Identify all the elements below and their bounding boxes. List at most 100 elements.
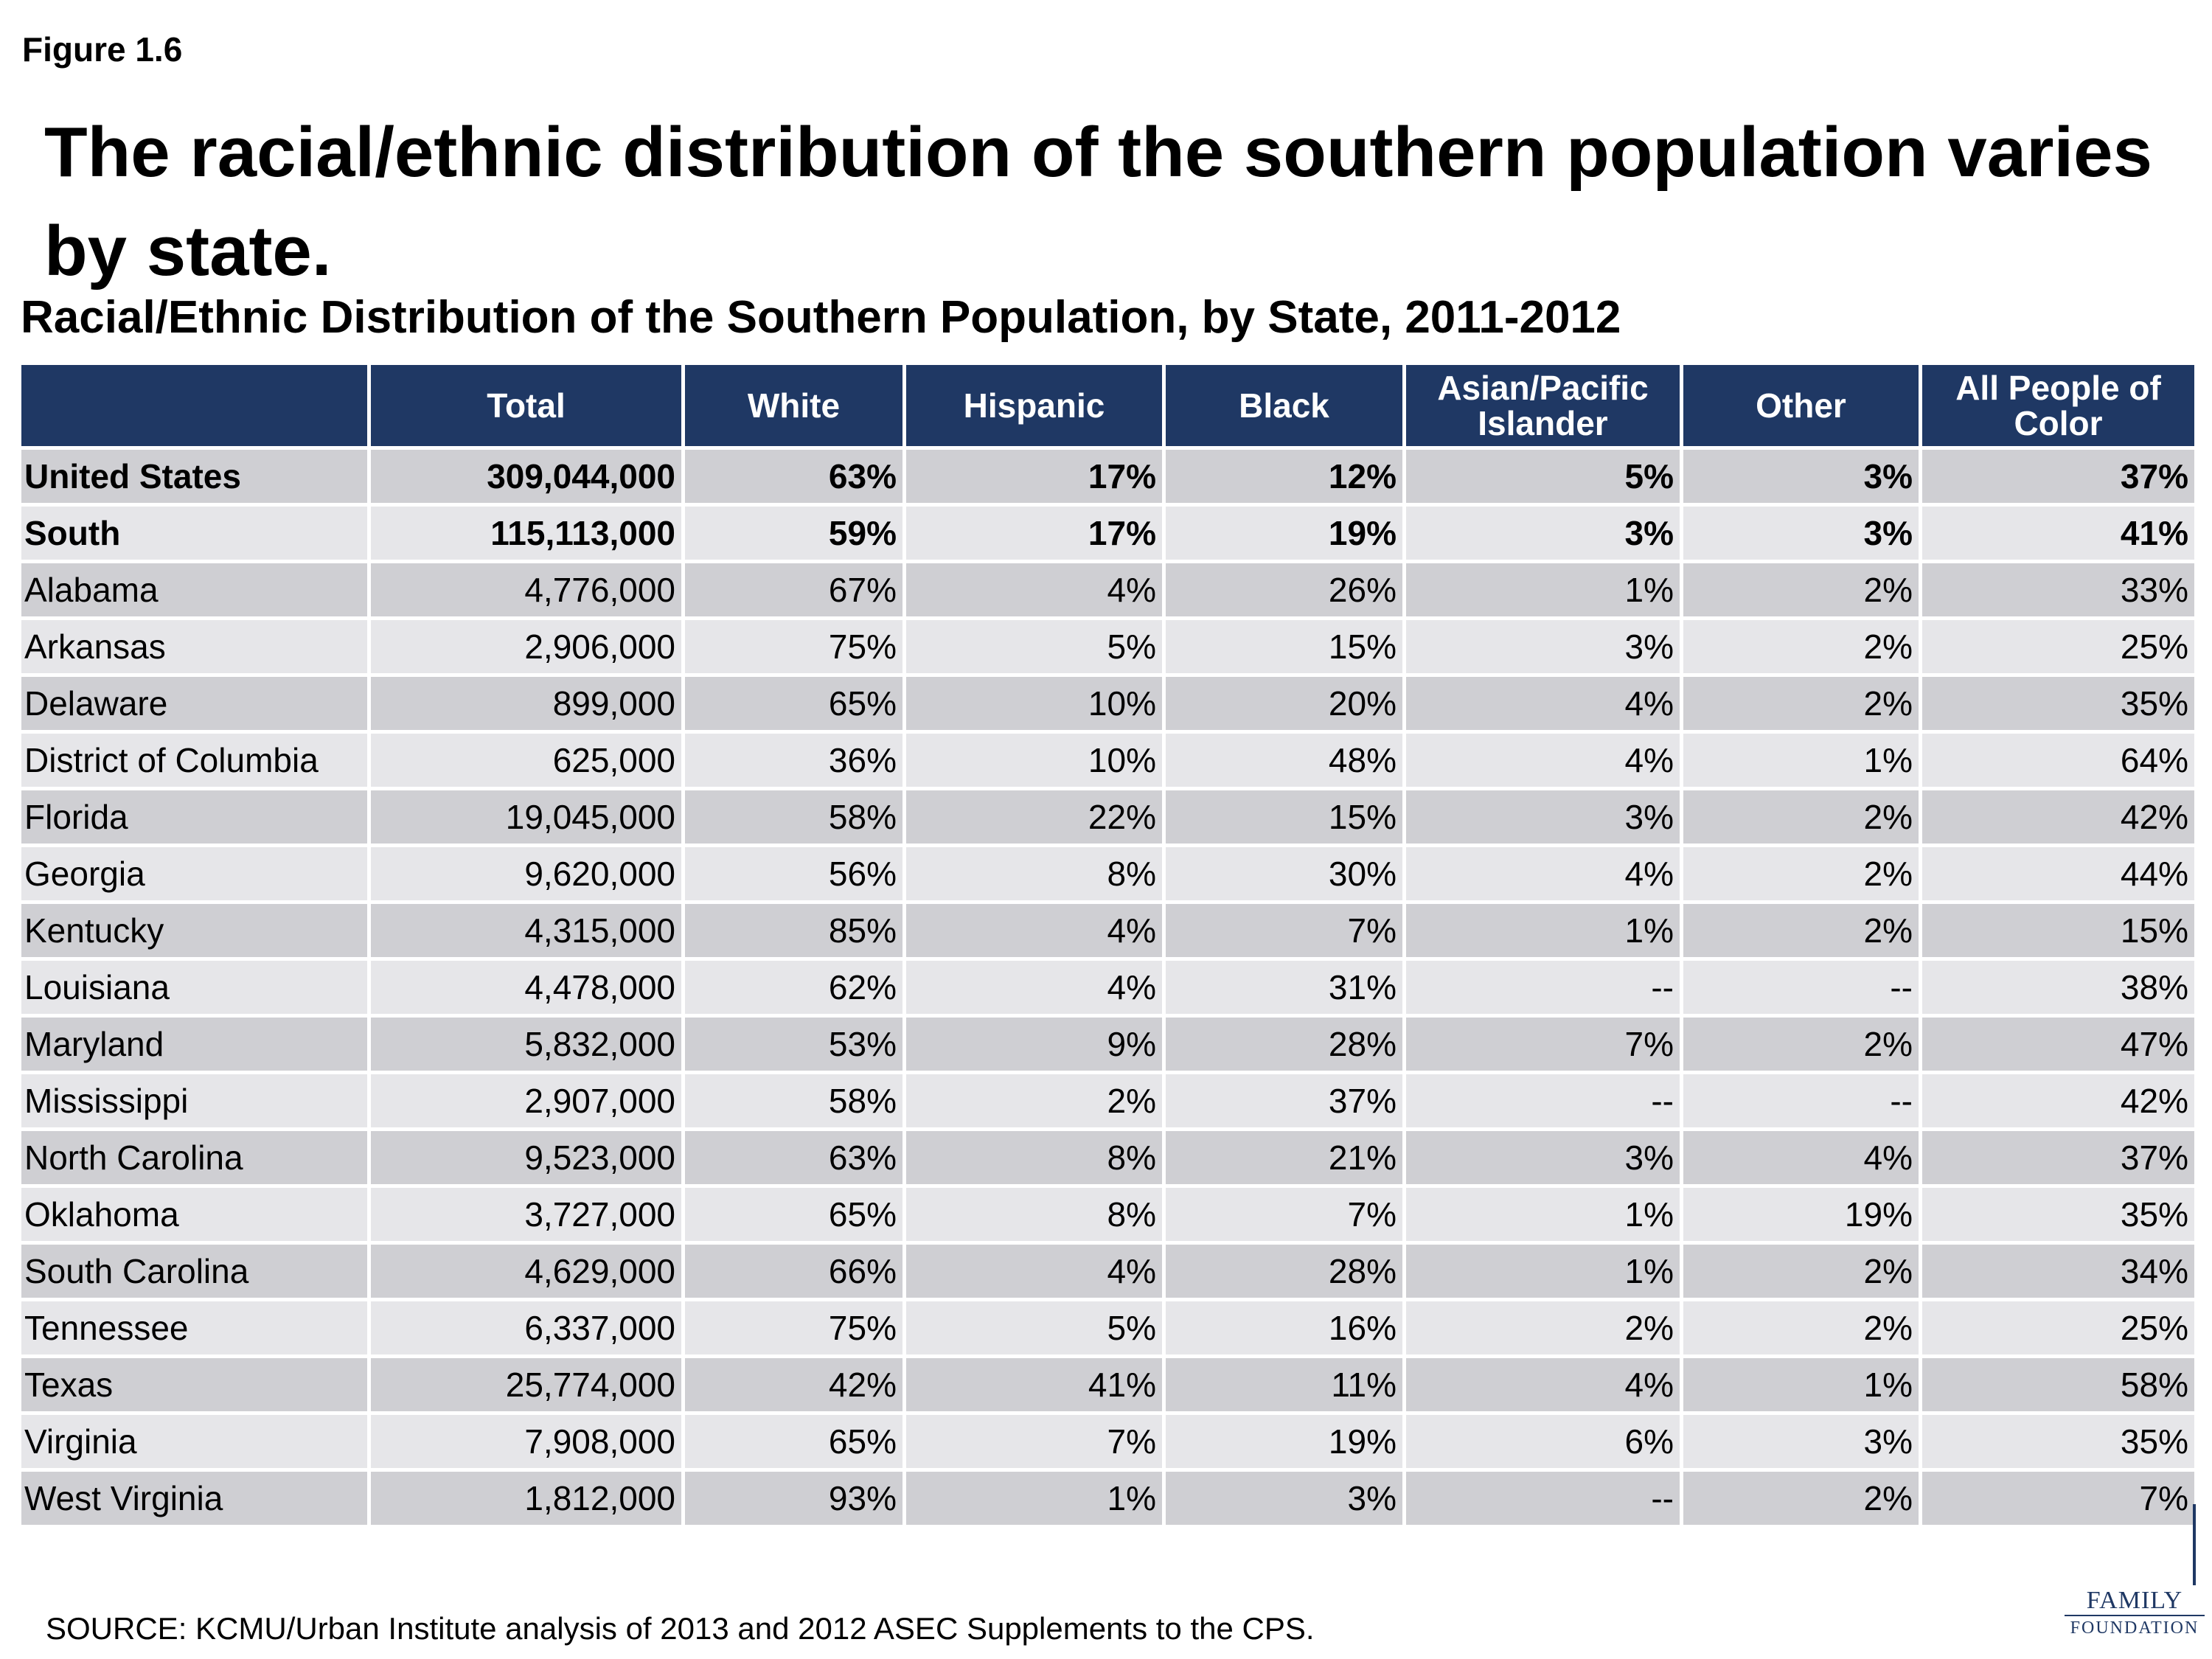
cell-asian-pacific-islander: 2% [1402, 1298, 1683, 1358]
cell-other: 2% [1680, 1014, 1922, 1074]
table-body: United States 309,044,000 63% 17% 12% 5% 3% 37%… [18, 446, 2198, 1528]
table-row: Texas 25,774,000 42% 41% 11% 4% 1% 58% [18, 1354, 2198, 1415]
cell-black: 48% [1162, 730, 1406, 790]
cell-white: 53% [681, 1014, 906, 1074]
cell-all-people-of-color: 15% [1919, 900, 2198, 961]
data-table: Total White Hispanic Black Asian/Pacific… [18, 361, 2198, 1528]
table-row: Louisiana 4,478,000 62% 4% 31% -- -- 38% [18, 957, 2198, 1018]
cell-other: 2% [1680, 1298, 1922, 1358]
cell-black: 21% [1162, 1127, 1406, 1188]
cell-hispanic: 10% [902, 730, 1166, 790]
cell-asian-pacific-islander: 1% [1402, 560, 1683, 620]
cell-hispanic: 17% [902, 446, 1166, 507]
cell-black: 15% [1162, 787, 1406, 847]
row-label: Mississippi [18, 1071, 371, 1131]
cell-asian-pacific-islander: 5% [1402, 446, 1683, 507]
cell-all-people-of-color: 37% [1919, 1127, 2198, 1188]
cell-total: 4,315,000 [367, 900, 685, 961]
cell-white: 63% [681, 446, 906, 507]
table-row: North Carolina 9,523,000 63% 8% 21% 3% 4% 37% [18, 1127, 2198, 1188]
cell-black: 26% [1162, 560, 1406, 620]
table-row: Oklahoma 3,727,000 65% 8% 7% 1% 19% 35% [18, 1184, 2198, 1245]
cell-black: 19% [1162, 503, 1406, 563]
row-label: Maryland [18, 1014, 371, 1074]
cell-asian-pacific-islander: -- [1402, 1468, 1683, 1528]
row-label: Kentucky [18, 900, 371, 961]
header-cell-asian-pacific-islander: Asian/Pacific Islander [1402, 361, 1683, 450]
header-row: Total White Hispanic Black Asian/Pacific… [18, 361, 2198, 450]
cell-white: 36% [681, 730, 906, 790]
table-row: Kentucky 4,315,000 85% 4% 7% 1% 2% 15% [18, 900, 2198, 961]
row-label: South Carolina [18, 1241, 371, 1301]
cell-black: 7% [1162, 900, 1406, 961]
cell-all-people-of-color: 25% [1919, 616, 2198, 677]
cell-white: 65% [681, 1184, 906, 1245]
cell-all-people-of-color: 41% [1919, 503, 2198, 563]
cell-black: 11% [1162, 1354, 1406, 1415]
cell-black: 19% [1162, 1411, 1406, 1472]
cell-hispanic: 4% [902, 900, 1166, 961]
cell-white: 65% [681, 1411, 906, 1472]
cell-total: 5,832,000 [367, 1014, 685, 1074]
source-note: SOURCE: KCMU/Urban Institute analysis of… [46, 1611, 1315, 1646]
cell-hispanic: 8% [902, 1127, 1166, 1188]
cell-total: 7,908,000 [367, 1411, 685, 1472]
cell-white: 93% [681, 1468, 906, 1528]
cell-total: 6,337,000 [367, 1298, 685, 1358]
header-cell-black: Black [1162, 361, 1406, 450]
cell-white: 75% [681, 1298, 906, 1358]
row-label: Tennessee [18, 1298, 371, 1358]
cell-other: 2% [1680, 1241, 1922, 1301]
cell-hispanic: 2% [902, 1071, 1166, 1131]
cell-all-people-of-color: 47% [1919, 1014, 2198, 1074]
cell-asian-pacific-islander: 1% [1402, 1241, 1683, 1301]
cell-other: 2% [1680, 673, 1922, 734]
table-row: Tennessee 6,337,000 75% 5% 16% 2% 2% 25% [18, 1298, 2198, 1358]
row-label: Louisiana [18, 957, 371, 1018]
cell-all-people-of-color: 35% [1919, 1184, 2198, 1245]
cell-other: -- [1680, 1071, 1922, 1131]
cell-white: 85% [681, 900, 906, 961]
row-label: Virginia [18, 1411, 371, 1472]
cell-asian-pacific-islander: 1% [1402, 1184, 1683, 1245]
cell-other: 2% [1680, 560, 1922, 620]
table-row: Virginia 7,908,000 65% 7% 19% 6% 3% 35% [18, 1411, 2198, 1472]
cell-other: 3% [1680, 1411, 1922, 1472]
cell-hispanic: 4% [902, 1241, 1166, 1301]
cell-other: 1% [1680, 730, 1922, 790]
cell-all-people-of-color: 38% [1919, 957, 2198, 1018]
table-row: Georgia 9,620,000 56% 8% 30% 4% 2% 44% [18, 844, 2198, 904]
table-row: Arkansas 2,906,000 75% 5% 15% 3% 2% 25% [18, 616, 2198, 677]
cell-total: 309,044,000 [367, 446, 685, 507]
cell-asian-pacific-islander: -- [1402, 1071, 1683, 1131]
cell-other: -- [1680, 957, 1922, 1018]
cell-asian-pacific-islander: 3% [1402, 1127, 1683, 1188]
row-label: United States [18, 446, 371, 507]
row-label: North Carolina [18, 1127, 371, 1188]
cell-all-people-of-color: 34% [1919, 1241, 2198, 1301]
cell-asian-pacific-islander: 4% [1402, 673, 1683, 734]
cell-other: 2% [1680, 900, 1922, 961]
headline: The racial/ethnic distribution of the so… [44, 113, 2152, 291]
cell-other: 2% [1680, 616, 1922, 677]
cell-other: 2% [1680, 844, 1922, 904]
cell-other: 2% [1680, 787, 1922, 847]
table-row: Florida 19,045,000 58% 22% 15% 3% 2% 42% [18, 787, 2198, 847]
cell-white: 58% [681, 1071, 906, 1131]
cell-asian-pacific-islander: 4% [1402, 1354, 1683, 1415]
cell-black: 15% [1162, 616, 1406, 677]
table-header: Total White Hispanic Black Asian/Pacific… [18, 361, 2198, 450]
cell-white: 58% [681, 787, 906, 847]
row-label: Alabama [18, 560, 371, 620]
cell-all-people-of-color: 7% [1919, 1468, 2198, 1528]
cell-asian-pacific-islander: 3% [1402, 503, 1683, 563]
cell-asian-pacific-islander: 3% [1402, 787, 1683, 847]
cell-other: 2% [1680, 1468, 1922, 1528]
cell-black: 16% [1162, 1298, 1406, 1358]
cell-hispanic: 41% [902, 1354, 1166, 1415]
cell-all-people-of-color: 42% [1919, 787, 2198, 847]
table-row: West Virginia 1,812,000 93% 1% 3% -- 2% 7% [18, 1468, 2198, 1528]
cell-white: 62% [681, 957, 906, 1018]
cell-hispanic: 5% [902, 1298, 1166, 1358]
cell-hispanic: 9% [902, 1014, 1166, 1074]
